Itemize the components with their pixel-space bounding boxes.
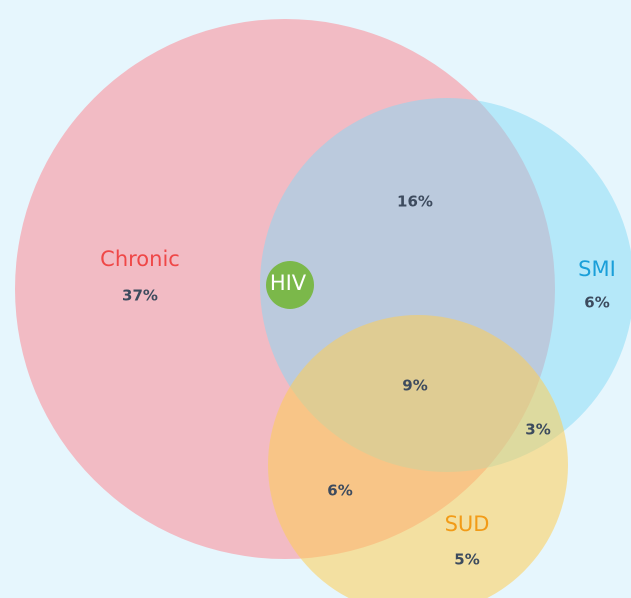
set-value: 6% — [584, 294, 609, 312]
set-label: HIV — [270, 271, 307, 295]
set-value: 37% — [122, 287, 158, 305]
region-value: 9% — [402, 377, 427, 395]
region-value: 3% — [525, 421, 550, 439]
region-value: 6% — [327, 482, 352, 500]
set-label: Chronic — [100, 247, 180, 271]
set-circle — [268, 315, 568, 598]
set-label: SMI — [578, 257, 616, 281]
set-circle — [266, 261, 314, 309]
set-value: 5% — [454, 551, 479, 569]
region-value: 16% — [397, 193, 433, 211]
set-label: SUD — [445, 512, 490, 536]
